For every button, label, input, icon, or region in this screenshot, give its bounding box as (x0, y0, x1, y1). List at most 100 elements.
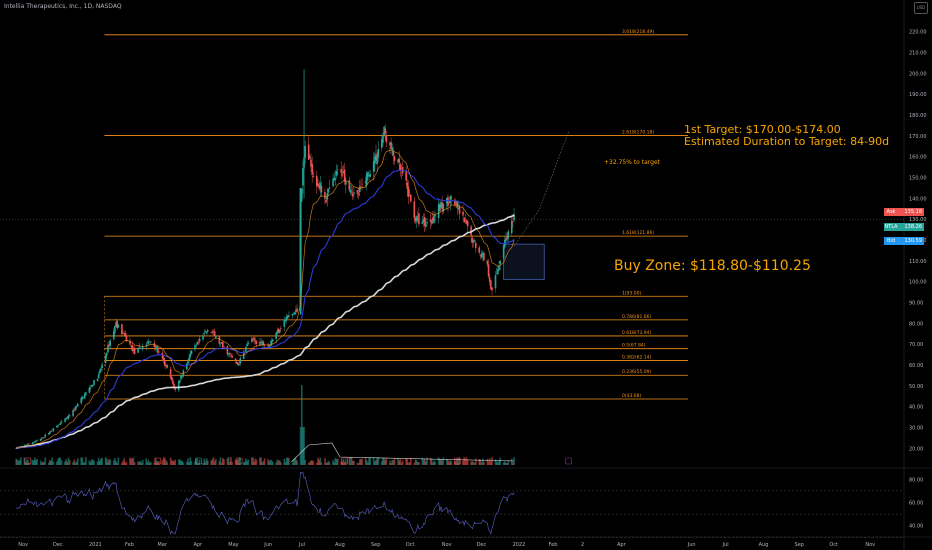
volume-bar (60, 460, 63, 465)
x-tick-label: Sep (795, 542, 804, 548)
candle-body (222, 341, 224, 348)
volume-bar (32, 460, 35, 465)
volume-bar (122, 461, 124, 465)
candle-body (89, 387, 92, 389)
volume-bar (447, 460, 449, 465)
candle-body (384, 128, 387, 134)
volume-bar (100, 458, 102, 465)
rsi-tick-label: 80.00 (909, 477, 923, 483)
x-tick-label: 2022 (513, 542, 526, 548)
volume-bar (138, 461, 141, 465)
chart-title: Intellia Therapeutics, Inc., 1D, NASDAQ (4, 3, 122, 10)
candle-body (138, 346, 141, 348)
volume-bar (383, 458, 385, 465)
volume-bar (365, 460, 368, 465)
candle-body (270, 341, 273, 346)
volume-bar (182, 462, 185, 465)
volume-bar (488, 458, 491, 465)
volume-bar (389, 460, 391, 465)
volume-bar (433, 460, 435, 465)
candle-body (473, 241, 476, 243)
volume-bar (398, 460, 400, 465)
candle-body (65, 417, 67, 420)
volume-bar (408, 462, 411, 465)
volume-bar (375, 460, 377, 465)
volume-bar (174, 459, 177, 465)
candle-body (68, 415, 71, 417)
volume-bar (140, 462, 143, 465)
volume-bar (80, 457, 83, 465)
earnings-marker (341, 457, 348, 465)
volume-bar (310, 460, 312, 465)
candle-body (223, 346, 225, 348)
volume-bar (172, 460, 174, 465)
volume-bar (81, 457, 84, 465)
volume-bar (205, 458, 208, 465)
candle-body (35, 440, 37, 442)
volume-bar (326, 462, 329, 465)
fib-level-label: 2.618(170.18) (622, 129, 654, 135)
candle-body (332, 179, 334, 187)
candle-body (146, 342, 149, 344)
volume-bar (202, 462, 204, 465)
volume-bar (187, 458, 189, 465)
earnings-marker (453, 457, 461, 465)
fib-level-label: 3.618(218.49) (622, 29, 654, 35)
volume-bar (17, 460, 20, 465)
candle-body (116, 320, 119, 329)
candle-body (211, 331, 214, 333)
volume-bar (235, 459, 238, 465)
candle-body (364, 181, 367, 184)
volume-bar (75, 461, 78, 465)
volume-bar (480, 462, 483, 465)
volume-bar (410, 457, 412, 465)
volume-bar (219, 457, 222, 465)
volume-bar (309, 461, 311, 465)
volume-bar (92, 459, 94, 465)
candle-body (340, 169, 342, 173)
volume-bar (422, 459, 425, 465)
volume-bar (97, 457, 100, 465)
candle-body (341, 173, 344, 176)
volume-bar (271, 461, 274, 465)
candle-body (407, 186, 410, 198)
volume-bar (139, 461, 142, 465)
volume-bar (228, 462, 231, 465)
y-tick-label: 110.00 (909, 259, 927, 265)
candle-body (212, 331, 215, 332)
volume-bar (181, 460, 183, 465)
candle-body (510, 221, 513, 234)
volume-bar (36, 458, 38, 465)
volume-bar (320, 462, 323, 465)
volume-bar (351, 460, 354, 465)
volume-bar (186, 461, 188, 465)
y-tick-label: 50.00 (909, 384, 923, 390)
candle-body (220, 342, 223, 344)
candle-body (195, 344, 197, 346)
x-tick-label: Nov (865, 542, 875, 548)
candle-body (304, 146, 307, 158)
candle-body (148, 341, 151, 343)
candle-body (166, 364, 168, 368)
candle-body (367, 172, 369, 177)
candle-body (90, 385, 93, 387)
volume-bar (390, 462, 392, 465)
volume-bar (117, 457, 120, 465)
volume-bar (58, 457, 60, 465)
volume-bar (74, 462, 77, 465)
y-tick-label: 190.00 (909, 92, 927, 98)
candle-body (190, 350, 193, 355)
volume-bar (231, 461, 233, 465)
candle-body (280, 328, 282, 329)
candle-body (415, 216, 418, 222)
volume-bar (486, 458, 489, 465)
candle-body (170, 376, 173, 380)
fib-level-label: 0.5(67.84) (622, 343, 646, 349)
currency-badge[interactable]: USD (914, 2, 928, 14)
volume-bar (361, 458, 363, 465)
volume-bar (96, 461, 99, 465)
candle-body (49, 431, 51, 434)
volume-bar (163, 457, 166, 465)
candle-body (268, 346, 271, 348)
